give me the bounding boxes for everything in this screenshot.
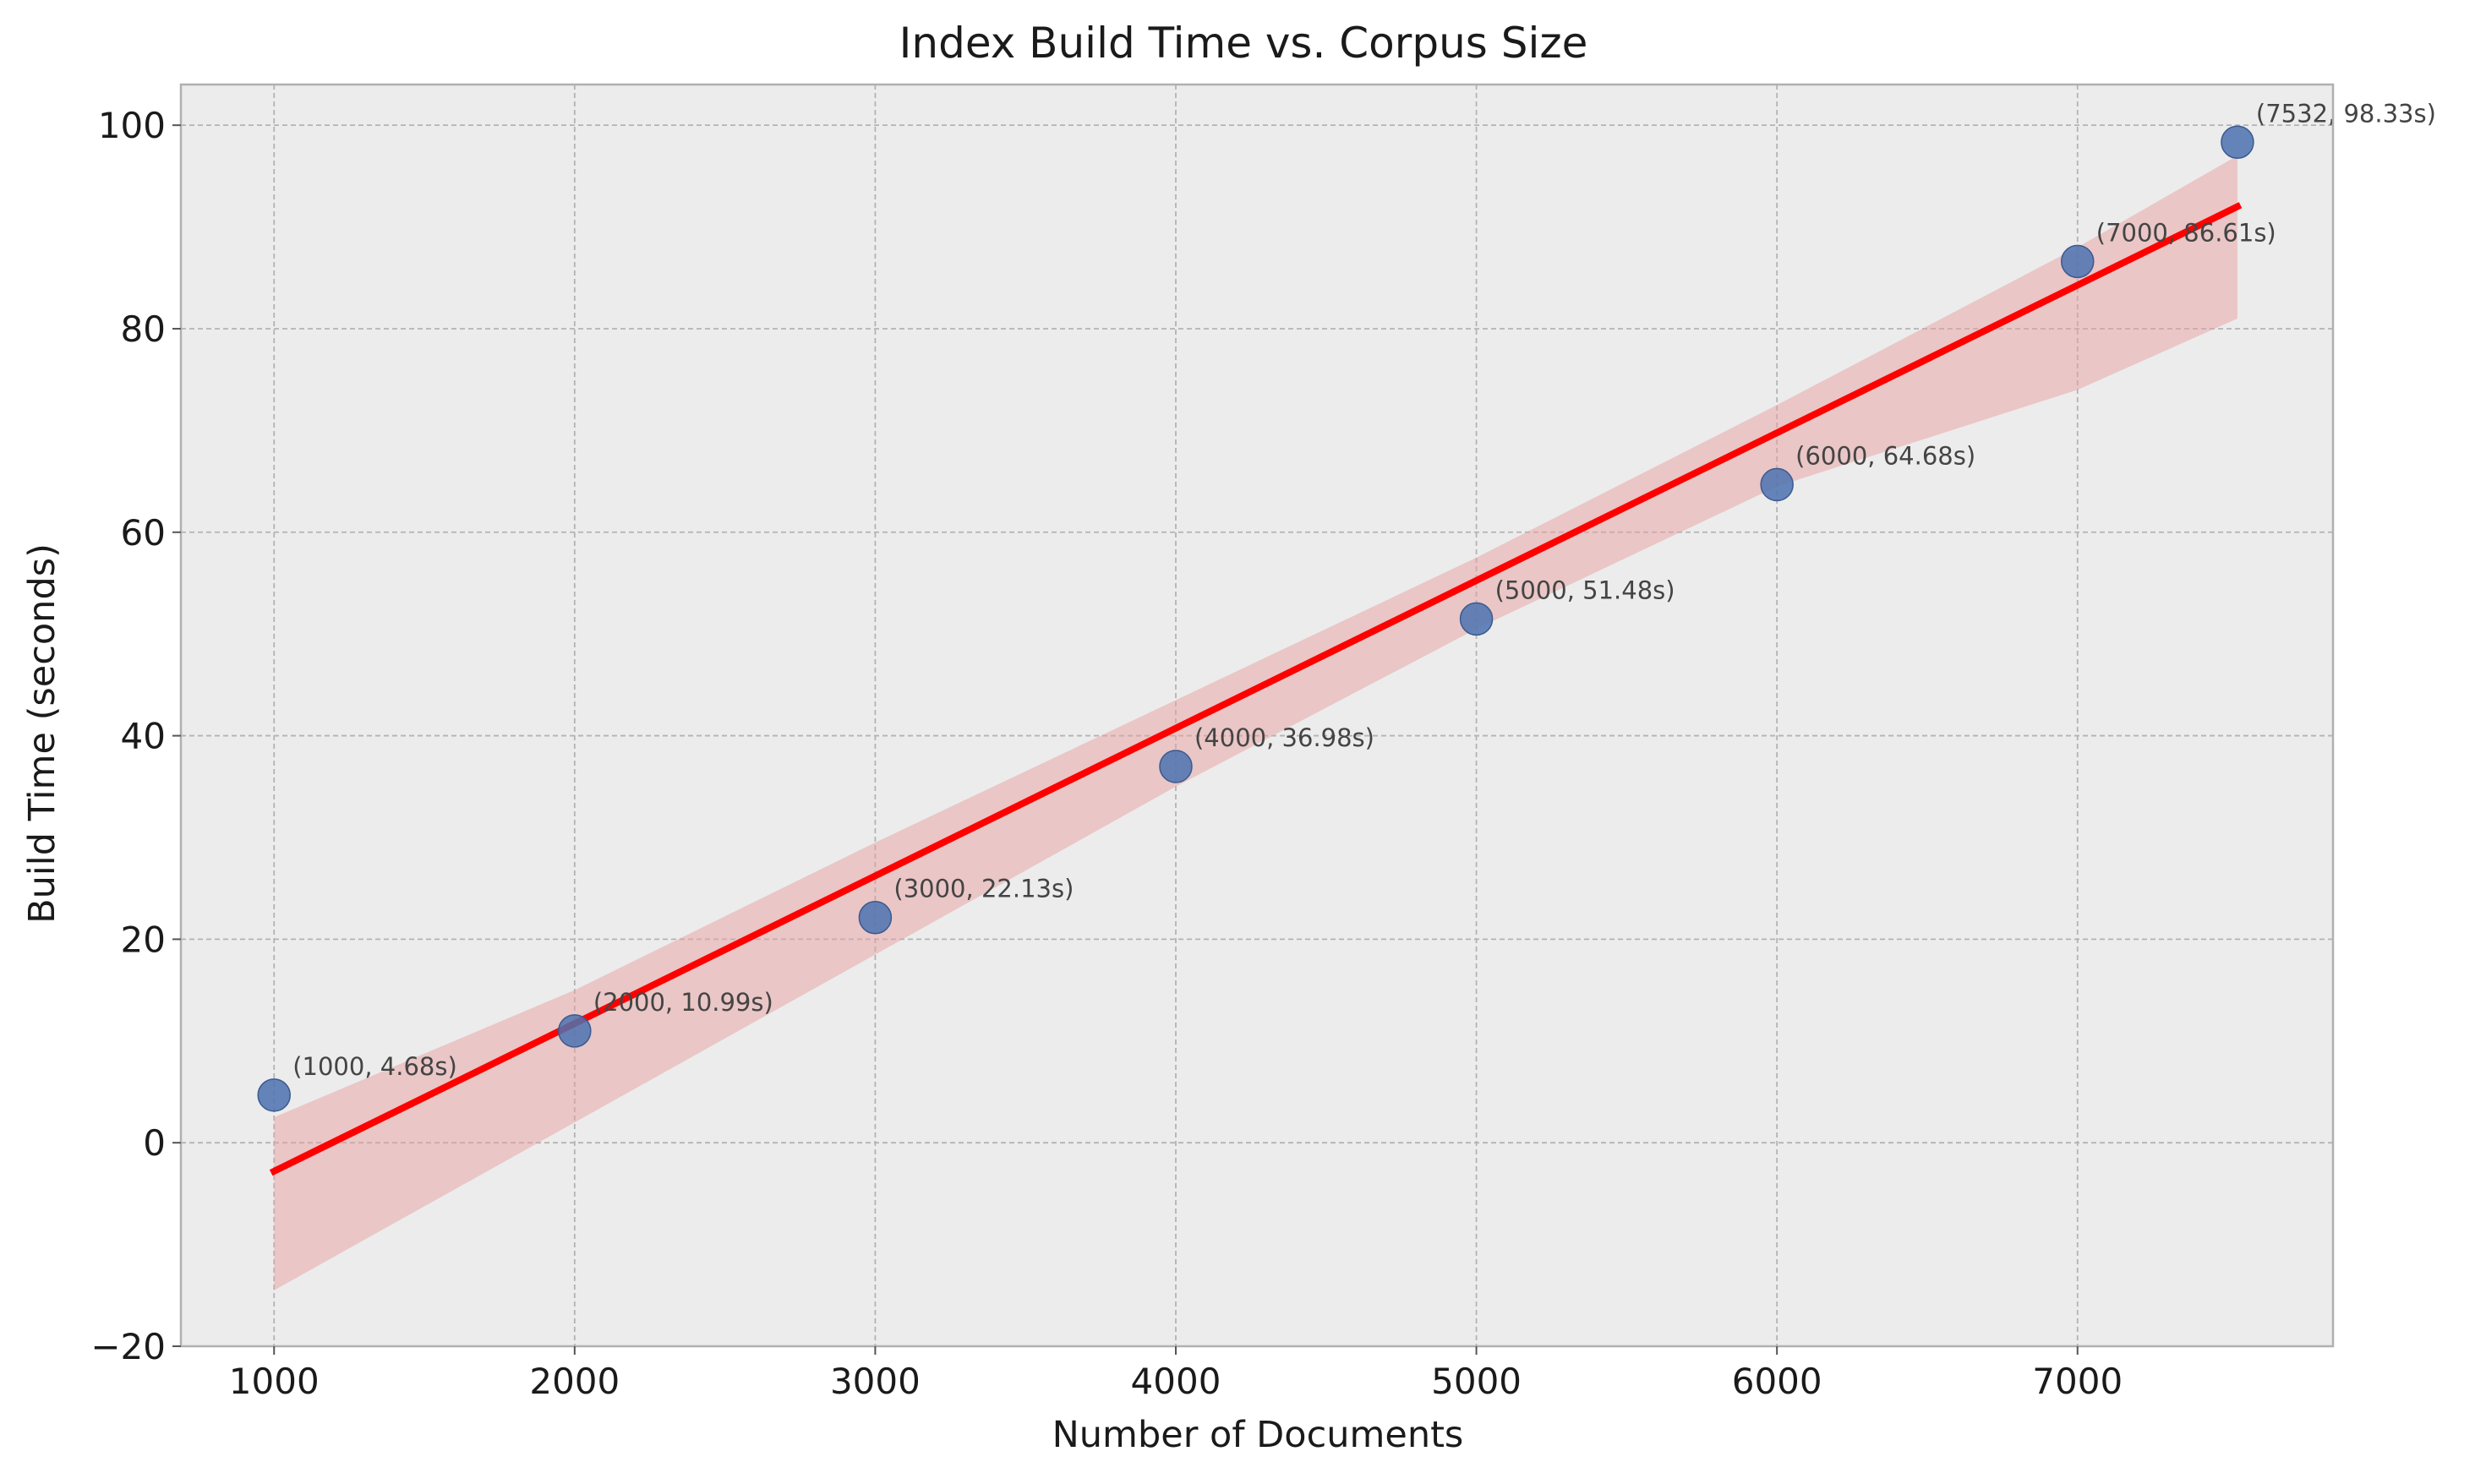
x-axis-ticks: 1000 2000 3000 4000 5000 6000 7000 [229, 1346, 2123, 1402]
y-tick-label: 40 [121, 716, 166, 757]
x-tick-label: 4000 [1131, 1361, 1221, 1402]
data-point-label: (1000, 4.68s) [292, 1052, 457, 1081]
x-tick-label: 5000 [1431, 1361, 1522, 1402]
regression-line [269, 202, 2243, 1176]
x-tick-label: 2000 [529, 1361, 620, 1402]
x-tick-label: 7000 [2032, 1361, 2123, 1402]
data-point [1159, 750, 1193, 783]
data-point [1760, 467, 1794, 502]
data-point [2221, 125, 2254, 160]
regression-line-layer [269, 202, 2243, 1176]
x-tick-label: 6000 [1732, 1361, 1822, 1402]
data-point [2061, 244, 2095, 279]
data-point [858, 900, 893, 935]
y-axis-label: Build Time (seconds) [21, 543, 63, 924]
data-point-label: (3000, 22.13s) [893, 875, 1074, 903]
y-tick-label: −20 [90, 1326, 166, 1367]
x-axis-label: Number of Documents [1052, 1414, 1464, 1456]
y-tick-label: 80 [121, 308, 166, 350]
plot-frame [179, 83, 2335, 1348]
y-tick-label: 20 [121, 919, 166, 960]
y-tick-label: 100 [98, 105, 166, 146]
confidence-band [274, 155, 2237, 1290]
data-point-label: (7000, 86.61s) [2096, 218, 2276, 247]
data-point [257, 1078, 291, 1112]
data-point [558, 1014, 592, 1048]
data-point-label: (4000, 36.98s) [1194, 723, 1374, 752]
y-tick-label: 0 [143, 1122, 166, 1164]
data-point-label: (6000, 64.68s) [1795, 441, 1975, 470]
confidence-band-layer [274, 155, 2237, 1290]
data-point [1459, 602, 1494, 636]
x-tick-label: 3000 [830, 1361, 921, 1402]
y-tick-label: 60 [121, 512, 166, 554]
y-axis-ticks: −20 0 20 40 60 80 100 [90, 105, 181, 1367]
data-points-layer [257, 125, 2254, 1112]
data-point-label: (7532, 98.33s) [2256, 99, 2436, 128]
chart-title: Index Build Time vs. Corpus Size [899, 19, 1588, 68]
point-labels-layer: (1000, 4.68s) (2000, 10.99s) (3000, 22.13s… [292, 99, 2436, 1081]
data-point-label: (5000, 51.48s) [1495, 576, 1675, 604]
x-tick-label: 1000 [229, 1361, 320, 1402]
data-point-label: (2000, 10.99s) [593, 988, 773, 1017]
